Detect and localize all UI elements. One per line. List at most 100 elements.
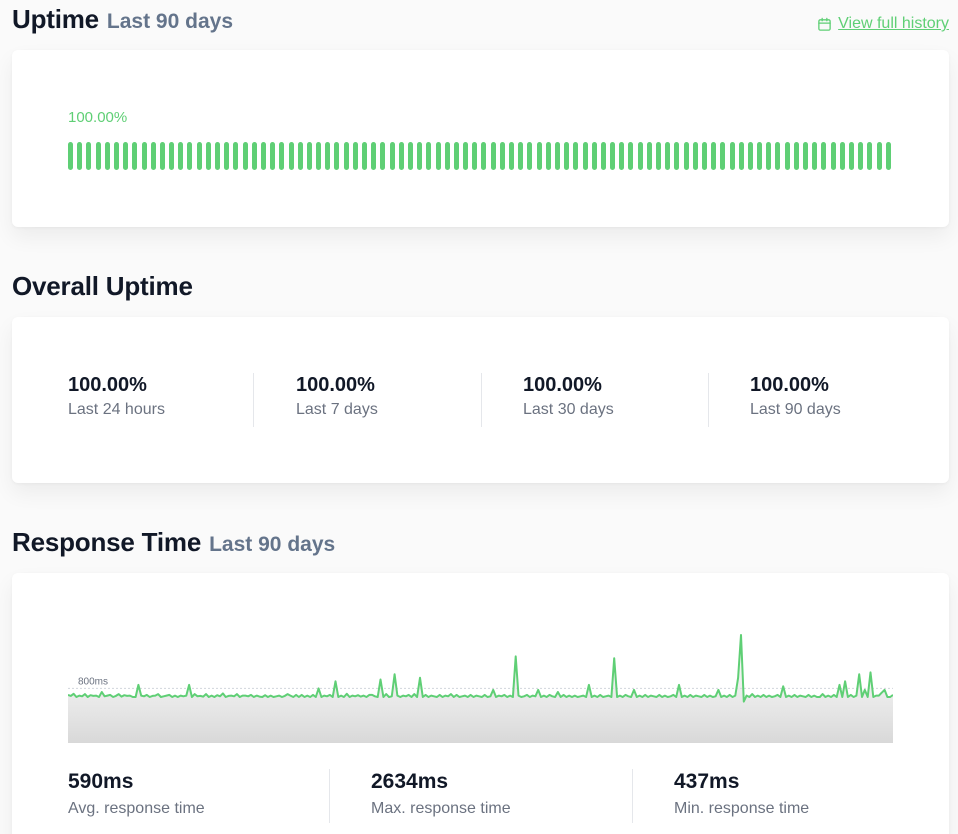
- uptime-day-bar[interactable]: [729, 142, 735, 170]
- uptime-day-bar[interactable]: [270, 142, 276, 170]
- uptime-day-bar[interactable]: [738, 142, 744, 170]
- uptime-day-bar[interactable]: [536, 142, 542, 170]
- uptime-day-bar[interactable]: [803, 142, 808, 170]
- uptime-day-bar[interactable]: [86, 142, 92, 170]
- uptime-day-bar[interactable]: [251, 142, 257, 170]
- uptime-day-bar[interactable]: [885, 142, 891, 170]
- overall-uptime-card: 100.00% Last 24 hours 100.00% Last 7 day…: [12, 317, 949, 483]
- uptime-day-bar[interactable]: [159, 142, 165, 170]
- uptime-day-bar[interactable]: [490, 142, 496, 170]
- uptime-day-bar[interactable]: [178, 142, 184, 170]
- uptime-day-bar[interactable]: [407, 142, 413, 170]
- stat-value: 100.00%: [68, 374, 147, 396]
- uptime-day-bar[interactable]: [224, 142, 230, 170]
- uptime-day-bar[interactable]: [665, 142, 671, 170]
- uptime-day-bar[interactable]: [527, 142, 533, 170]
- uptime-day-bar[interactable]: [591, 142, 597, 170]
- uptime-day-bar[interactable]: [701, 142, 707, 170]
- uptime-day-bar[interactable]: [757, 142, 763, 170]
- uptime-day-bar[interactable]: [554, 142, 560, 170]
- overall-stat-30d: 100.00% Last 30 days: [523, 373, 750, 427]
- uptime-day-bar[interactable]: [334, 142, 340, 170]
- uptime-day-bar[interactable]: [766, 142, 772, 170]
- uptime-day-bar[interactable]: [610, 142, 616, 170]
- uptime-day-bar[interactable]: [775, 142, 781, 170]
- uptime-day-bar[interactable]: [867, 142, 873, 170]
- uptime-day-bar[interactable]: [830, 142, 836, 170]
- uptime-day-bar[interactable]: [123, 142, 129, 170]
- stat-divider: [329, 769, 330, 823]
- stat-label: Min. response time: [674, 800, 810, 817]
- uptime-day-bar[interactable]: [316, 142, 322, 170]
- uptime-day-bar[interactable]: [150, 142, 156, 170]
- uptime-day-bar[interactable]: [858, 142, 864, 170]
- uptime-day-bar[interactable]: [876, 142, 882, 170]
- uptime-day-bar[interactable]: [646, 142, 652, 170]
- uptime-day-bar[interactable]: [187, 142, 193, 170]
- uptime-day-bar[interactable]: [132, 142, 138, 170]
- uptime-card: 100.00%: [12, 50, 949, 227]
- uptime-day-bar[interactable]: [720, 142, 726, 170]
- uptime-day-bar[interactable]: [821, 142, 827, 170]
- uptime-day-bar[interactable]: [628, 142, 634, 170]
- uptime-day-bar[interactable]: [812, 142, 818, 170]
- uptime-day-bar[interactable]: [848, 142, 854, 170]
- uptime-day-bar[interactable]: [205, 142, 211, 170]
- uptime-day-bar[interactable]: [564, 142, 570, 170]
- uptime-day-bar[interactable]: [637, 142, 643, 170]
- uptime-day-bar[interactable]: [325, 142, 331, 170]
- uptime-day-bar[interactable]: [297, 142, 303, 170]
- uptime-day-bar[interactable]: [545, 142, 551, 170]
- uptime-day-bar[interactable]: [600, 142, 606, 170]
- uptime-day-bar[interactable]: [113, 142, 119, 170]
- uptime-day-bar[interactable]: [435, 142, 441, 170]
- uptime-day-bar[interactable]: [279, 142, 285, 170]
- uptime-day-bar[interactable]: [784, 142, 790, 170]
- uptime-day-bar[interactable]: [141, 142, 147, 170]
- uptime-day-bar[interactable]: [481, 142, 487, 170]
- uptime-day-bar[interactable]: [509, 142, 514, 170]
- uptime-day-bar[interactable]: [260, 142, 266, 170]
- uptime-day-bar[interactable]: [380, 142, 386, 170]
- uptime-day-bar[interactable]: [674, 142, 680, 170]
- uptime-day-bar[interactable]: [233, 142, 239, 170]
- uptime-day-bar[interactable]: [389, 142, 395, 170]
- stat-label: Last 30 days: [523, 401, 614, 418]
- uptime-day-bar[interactable]: [711, 142, 717, 170]
- uptime-day-bar[interactable]: [573, 142, 579, 170]
- uptime-day-bar[interactable]: [417, 142, 423, 170]
- uptime-day-bar[interactable]: [77, 142, 83, 170]
- uptime-day-bar[interactable]: [169, 142, 175, 170]
- uptime-day-bar[interactable]: [683, 142, 689, 170]
- uptime-day-bar[interactable]: [68, 142, 73, 170]
- view-full-history-label[interactable]: View full history: [838, 15, 949, 32]
- uptime-day-bar[interactable]: [839, 142, 845, 170]
- uptime-day-bar[interactable]: [362, 142, 367, 170]
- uptime-day-bar[interactable]: [656, 142, 661, 170]
- view-full-history-link[interactable]: View full history: [817, 15, 949, 33]
- uptime-day-bar[interactable]: [242, 142, 248, 170]
- uptime-day-bar[interactable]: [472, 142, 478, 170]
- uptime-day-bar[interactable]: [463, 142, 469, 170]
- uptime-day-bar[interactable]: [306, 142, 312, 170]
- uptime-day-bar[interactable]: [582, 142, 588, 170]
- uptime-day-bar[interactable]: [215, 142, 220, 170]
- uptime-day-bar[interactable]: [288, 142, 294, 170]
- uptime-day-bar[interactable]: [352, 142, 358, 170]
- uptime-day-bar[interactable]: [444, 142, 450, 170]
- uptime-day-bar[interactable]: [371, 142, 377, 170]
- uptime-day-bar[interactable]: [398, 142, 404, 170]
- uptime-day-bar[interactable]: [619, 142, 625, 170]
- uptime-day-bar[interactable]: [692, 142, 698, 170]
- uptime-day-bar[interactable]: [426, 142, 432, 170]
- uptime-title: Uptime: [12, 4, 99, 34]
- uptime-day-bar[interactable]: [793, 142, 799, 170]
- uptime-day-bar[interactable]: [196, 142, 202, 170]
- uptime-day-bar[interactable]: [518, 142, 524, 170]
- uptime-day-bar[interactable]: [499, 142, 505, 170]
- uptime-day-bar[interactable]: [747, 142, 753, 170]
- uptime-day-bar[interactable]: [104, 142, 110, 170]
- uptime-day-bar[interactable]: [343, 142, 349, 170]
- uptime-day-bar[interactable]: [453, 142, 459, 170]
- uptime-day-bar[interactable]: [95, 142, 101, 170]
